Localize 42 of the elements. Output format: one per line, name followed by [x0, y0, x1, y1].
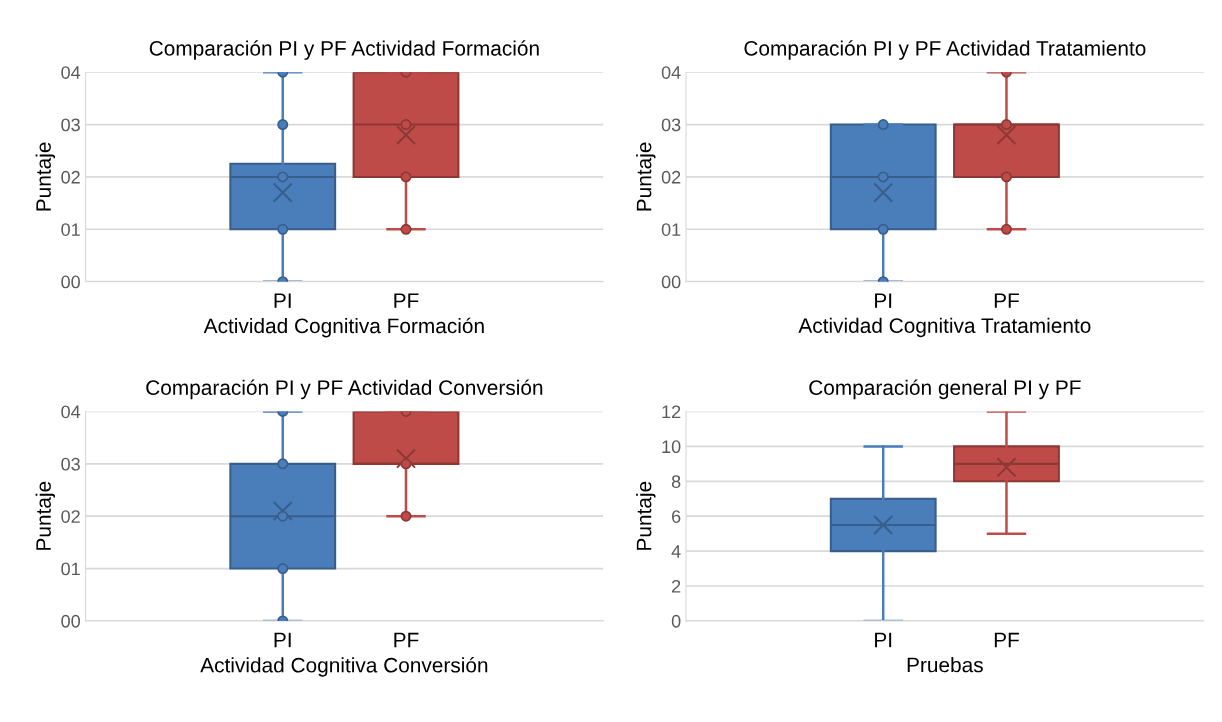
y-tick-label: 6	[672, 510, 681, 523]
x-axis-title: Pruebas	[907, 657, 983, 673]
y-tick-label: 04	[61, 66, 81, 79]
x-tick-label: PI	[274, 632, 291, 648]
y-tick-label: 4	[671, 545, 681, 558]
y-tick-label: 04	[661, 66, 681, 79]
x-tick-label: PI	[875, 632, 892, 648]
x-tick-label: PI	[875, 293, 892, 308]
y-tick-label: 01	[61, 223, 80, 236]
y-tick-label: 01	[661, 223, 681, 236]
chart-title: Comparación PI y PF Actividad Conversión	[146, 379, 543, 400]
x-tick-label: PF	[994, 632, 1019, 648]
x-tick-label: PF	[394, 293, 419, 308]
y-tick-label: 02	[61, 170, 80, 184]
chart-title: Comparación PI y PF Actividad Formación	[149, 40, 539, 60]
x-tick-label: PF	[394, 632, 419, 648]
y-tick-label: 03	[61, 457, 80, 471]
y-tick-label: 01	[61, 562, 80, 576]
y-axis-title: Puntaje	[636, 142, 656, 211]
y-tick-label: 8	[671, 475, 681, 489]
y-axis-title: Puntaje	[636, 481, 656, 550]
y-tick-label: 03	[661, 118, 681, 132]
y-tick-label: 12	[662, 405, 681, 419]
x-axis-title: Actividad Cognitiva Conversión	[200, 657, 488, 677]
y-axis-title: Puntaje	[35, 481, 56, 550]
y-tick-label: 00	[61, 614, 80, 628]
y-tick-label: 02	[61, 510, 80, 523]
y-tick-label: 03	[61, 118, 80, 132]
y-tick-label: 00	[61, 275, 80, 289]
x-axis-title: Actividad Cognitiva Tratamiento	[798, 317, 1091, 338]
x-tick-label: PI	[274, 293, 291, 308]
chart-title: Comparación PI y PF Actividad Tratamiento	[744, 40, 1146, 60]
y-tick-label: 04	[61, 405, 81, 419]
chart-title: Comparación general PI y PF	[809, 379, 1081, 400]
y-tick-label: 10	[662, 440, 681, 454]
y-axis-title: Puntaje	[35, 142, 56, 211]
x-tick-label: PF	[994, 293, 1019, 308]
y-tick-label: 0	[671, 614, 681, 628]
y-tick-label: 2	[672, 579, 681, 593]
y-tick-label: 00	[661, 275, 681, 289]
y-tick-label: 02	[661, 170, 681, 184]
x-axis-title: Actividad Cognitiva Formación	[203, 317, 484, 338]
